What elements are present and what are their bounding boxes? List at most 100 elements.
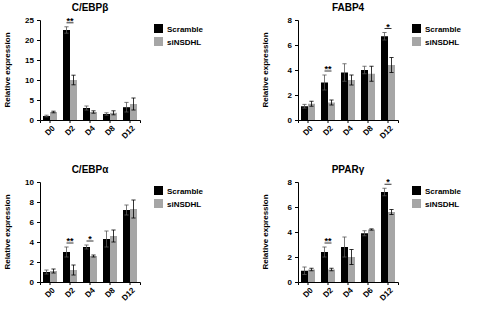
x-axis: D0 D2 D4 D8D12	[41, 120, 141, 141]
error-bar	[44, 115, 48, 117]
error-bar	[64, 247, 68, 257]
tick: 0	[30, 278, 40, 287]
bar	[368, 230, 375, 283]
legend-label: Scramble	[425, 187, 462, 196]
tick-label: 25	[25, 16, 34, 25]
error-bar	[124, 102, 128, 112]
tick: D0	[43, 282, 57, 299]
panel: FABP4Relative expression02468D0D2D4D8D12…	[261, 2, 462, 141]
tick: D12	[120, 282, 137, 303]
tick-label: 10	[25, 76, 34, 85]
bar	[348, 80, 355, 120]
error-bar	[389, 210, 393, 215]
significance-label: **	[66, 236, 74, 246]
tick-mark	[295, 20, 298, 21]
legend-swatch	[412, 199, 421, 208]
tick-mark	[130, 282, 131, 285]
tick: D0	[301, 282, 315, 299]
tick: D4	[341, 120, 355, 137]
legend-swatch	[154, 37, 163, 46]
significance-label: *	[88, 234, 92, 244]
tick: D4	[83, 282, 97, 299]
axis-line	[41, 121, 141, 124]
tick-label: 10	[25, 178, 34, 187]
tick: 10	[25, 178, 40, 187]
error-bar	[64, 27, 68, 33]
tick: D12	[378, 282, 395, 303]
tick: D2	[63, 120, 77, 137]
significance-label: *	[386, 22, 390, 32]
error-bar	[349, 75, 353, 85]
tick: 2	[288, 91, 298, 100]
tick-mark	[130, 120, 131, 123]
error-bar	[124, 205, 128, 215]
error-bar	[322, 75, 326, 90]
tick-label: D2	[63, 285, 77, 299]
error-bar	[322, 247, 326, 257]
error-bar	[71, 265, 75, 275]
bar	[308, 270, 315, 283]
tick: 4	[288, 66, 298, 75]
panel: C/EBPαRelative expression0246810D0D2D4D8…	[3, 164, 204, 303]
panel: C/EBPβRelative expression0510152025D0D2D…	[3, 2, 204, 141]
tick-mark	[37, 262, 40, 263]
tick-mark	[295, 207, 298, 208]
legend-label: Scramble	[167, 25, 204, 34]
legend-swatch	[154, 24, 163, 33]
error-bar	[349, 250, 353, 265]
error-bar	[389, 58, 393, 73]
bar	[388, 212, 395, 282]
tick: 8	[288, 178, 298, 187]
tick: D4	[83, 120, 97, 137]
bar	[83, 247, 90, 282]
tick-label: 8	[288, 178, 293, 187]
tick: 5	[30, 96, 40, 105]
tick: D12	[120, 120, 137, 141]
tick-mark	[295, 232, 298, 233]
tick-mark	[348, 282, 349, 285]
tick: 2	[288, 253, 298, 262]
tick-label: 8	[288, 16, 293, 25]
tick: 25	[25, 16, 40, 25]
tick-mark	[295, 257, 298, 258]
error-bar	[51, 269, 55, 273]
bar	[43, 116, 50, 120]
tick-mark	[368, 282, 369, 285]
axis-title: Relative expression	[261, 32, 270, 107]
legend-swatch	[412, 37, 421, 46]
axis-title: Relative expression	[261, 194, 270, 269]
tick-mark	[50, 282, 51, 285]
tick: D0	[43, 120, 57, 137]
tick: 6	[30, 218, 40, 227]
tick-mark	[37, 120, 40, 121]
tick-mark	[295, 182, 298, 183]
error-bar	[362, 66, 366, 74]
tick-mark	[37, 20, 40, 21]
tick-label: 4	[288, 66, 293, 75]
tick-label: 6	[288, 203, 293, 212]
bar	[50, 112, 57, 120]
error-bar	[382, 33, 386, 41]
tick-label: D12	[378, 123, 395, 140]
tick-label: D0	[43, 285, 57, 299]
tick-mark	[37, 282, 40, 283]
tick: D8	[103, 120, 117, 137]
tick-mark	[37, 202, 40, 203]
tick: D2	[321, 120, 335, 137]
tick-mark	[368, 120, 369, 123]
legend-swatch	[412, 24, 421, 33]
tick: D6	[361, 282, 375, 299]
x-axis: D0D2D4D6D12	[299, 282, 399, 303]
tick: 10	[25, 76, 40, 85]
y-axis: 0510152025	[25, 16, 40, 125]
bar	[361, 70, 368, 120]
tick: 8	[288, 16, 298, 25]
legend-label: Scramble	[167, 187, 204, 196]
tick-mark	[37, 100, 40, 101]
error-bar	[362, 231, 366, 236]
error-bar	[329, 100, 333, 105]
error-bar	[309, 101, 313, 106]
tick-label: D0	[301, 285, 315, 299]
error-bar	[104, 231, 108, 247]
tick-mark	[388, 282, 389, 285]
